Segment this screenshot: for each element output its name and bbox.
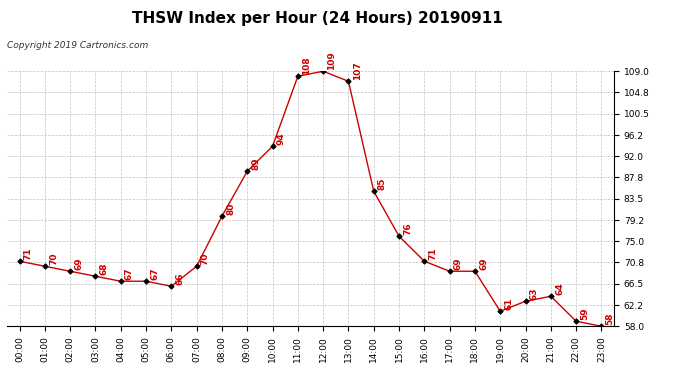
Point: [217, 213, 228, 219]
Text: THSW Index per Hour (24 Hours) 20190911: THSW Index per Hour (24 Hours) 20190911: [132, 11, 503, 26]
Text: 69: 69: [454, 257, 463, 270]
Text: 80: 80: [226, 202, 235, 215]
Text: 70: 70: [201, 252, 210, 265]
Point: [241, 168, 253, 174]
Text: 109: 109: [327, 51, 336, 70]
Text: 58: 58: [606, 312, 615, 325]
Text: 85: 85: [378, 177, 387, 190]
Text: 69: 69: [479, 257, 488, 270]
Point: [14, 258, 25, 264]
Point: [191, 263, 202, 269]
Text: THSW  (°F): THSW (°F): [549, 35, 607, 45]
Point: [495, 308, 506, 314]
Point: [596, 323, 607, 329]
Point: [571, 318, 582, 324]
Text: 71: 71: [23, 247, 32, 260]
Text: 59: 59: [580, 307, 589, 320]
Point: [343, 78, 354, 84]
Text: 67: 67: [125, 267, 134, 280]
Text: 89: 89: [251, 157, 260, 170]
Point: [166, 283, 177, 289]
Text: 69: 69: [75, 257, 83, 270]
Point: [545, 293, 556, 299]
Point: [141, 278, 152, 284]
Text: 64: 64: [555, 282, 564, 295]
Text: 108: 108: [302, 56, 311, 75]
Point: [65, 268, 76, 274]
Point: [368, 188, 380, 194]
Point: [39, 263, 50, 269]
Text: 61: 61: [504, 297, 513, 310]
Text: 107: 107: [353, 61, 362, 80]
Point: [419, 258, 430, 264]
Point: [444, 268, 455, 274]
Text: 67: 67: [150, 267, 159, 280]
Text: 66: 66: [175, 272, 184, 285]
Text: 94: 94: [277, 132, 286, 145]
Point: [393, 233, 404, 239]
Text: 68: 68: [99, 262, 108, 275]
Point: [520, 298, 531, 304]
Point: [469, 268, 480, 274]
Text: 71: 71: [428, 247, 437, 260]
Point: [90, 273, 101, 279]
Point: [293, 73, 304, 79]
Text: Copyright 2019 Cartronics.com: Copyright 2019 Cartronics.com: [7, 40, 148, 50]
Point: [267, 143, 278, 149]
Point: [115, 278, 126, 284]
Text: 63: 63: [530, 287, 539, 300]
Point: [317, 68, 328, 74]
Text: 70: 70: [49, 252, 58, 265]
Text: 76: 76: [403, 222, 412, 235]
